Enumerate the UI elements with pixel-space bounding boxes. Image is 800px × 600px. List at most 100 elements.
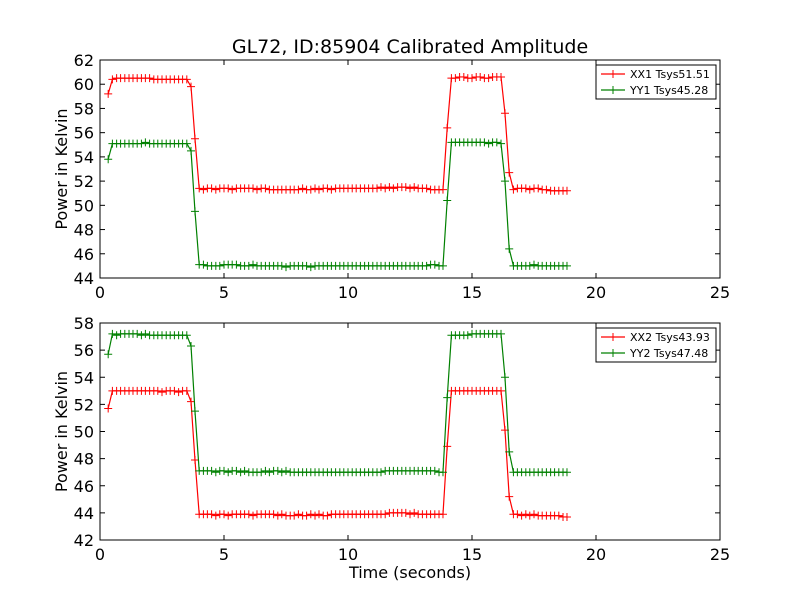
data-point [314,185,323,194]
legend-marker [609,70,617,78]
data-point [430,466,439,475]
data-point [261,466,270,475]
data-point [376,468,385,477]
data-point [294,510,303,519]
data-point [525,261,534,270]
data-point [497,329,506,338]
data-point [145,74,154,83]
data-point [459,72,468,81]
x-tick-label: 10 [338,283,358,302]
data-point [249,260,258,269]
data-point [158,388,166,397]
data-point [451,74,460,83]
y-tick-label: 62 [74,51,94,70]
legend-marker [609,86,617,94]
data-point [438,510,447,519]
data-point [187,146,196,155]
data-point [170,386,179,395]
x-tick-label: 25 [710,283,730,302]
legend-box [595,64,717,100]
data-point [174,388,183,397]
data-point [294,185,303,194]
data-point [505,492,514,501]
data-point [406,510,414,519]
data-point [401,183,410,192]
y-tick-label: 60 [74,75,94,94]
data-point [438,185,447,194]
data-point [195,184,204,193]
y-tick-label: 50 [74,196,94,215]
y-tick-label: 56 [74,341,94,360]
data-point [406,184,414,193]
y-tick-label: 48 [74,450,94,469]
data-point [306,263,315,272]
data-point [484,74,493,83]
data-point [443,196,452,205]
data-point [282,263,290,272]
x-tick-label: 5 [219,545,229,564]
data-point [232,260,241,269]
data-point [220,510,228,519]
data-point [311,511,320,520]
data-point [302,261,311,270]
data-point [389,184,398,193]
data-point [277,261,286,270]
data-point [228,185,237,194]
data-point [530,510,538,519]
data-point [273,466,282,475]
y-tick-label: 50 [74,423,94,442]
data-point [133,329,142,338]
data-point [311,184,320,193]
data-point [513,510,522,519]
data-point [492,138,501,147]
data-point [108,75,117,84]
x-tick-label: 15 [462,545,482,564]
data-point [104,89,113,98]
data-point [182,386,191,395]
data-point [381,510,390,519]
data-point [137,331,146,340]
data-point [104,404,113,413]
data-point [182,139,191,148]
data-point [211,511,220,520]
y-axis-label: Power in Kelvin [52,108,71,229]
y-tick-label: 44 [74,504,94,523]
data-point [249,511,258,520]
data-point [562,468,571,477]
data-point [323,511,332,520]
data-point [199,185,208,194]
data-point [500,177,509,186]
data-point [277,510,286,519]
data-point [306,185,315,194]
data-point [182,75,191,84]
data-point [249,184,258,193]
data-point [422,184,431,193]
y-tick-label: 56 [74,124,94,143]
data-point [190,455,199,464]
legend-label: YY2 Tsys47.48 [629,347,708,360]
data-point [381,184,390,193]
data-point [376,183,385,192]
x-tick-label: 20 [586,283,606,302]
data-point [521,510,530,519]
data-point [224,468,233,477]
y-tick-label: 46 [74,245,94,264]
data-point [517,511,526,520]
y-tick-label: 52 [74,395,94,414]
legend: XX1 Tsys51.51 YY1 Tsys45.28 [595,64,717,100]
data-point [497,72,506,81]
data-point [269,510,278,519]
series-markers-1-1 [104,329,571,477]
data-point [187,397,196,406]
legend-box [595,327,717,363]
data-point [410,508,419,517]
data-point [314,510,323,519]
x-tick-label: 25 [710,545,730,564]
legend: XX2 Tsys43.93 YY2 Tsys47.48 [595,327,717,363]
data-point [141,329,150,338]
data-point [438,261,447,270]
x-tick-label: 10 [338,545,358,564]
data-point [484,139,493,148]
data-point [199,260,208,269]
